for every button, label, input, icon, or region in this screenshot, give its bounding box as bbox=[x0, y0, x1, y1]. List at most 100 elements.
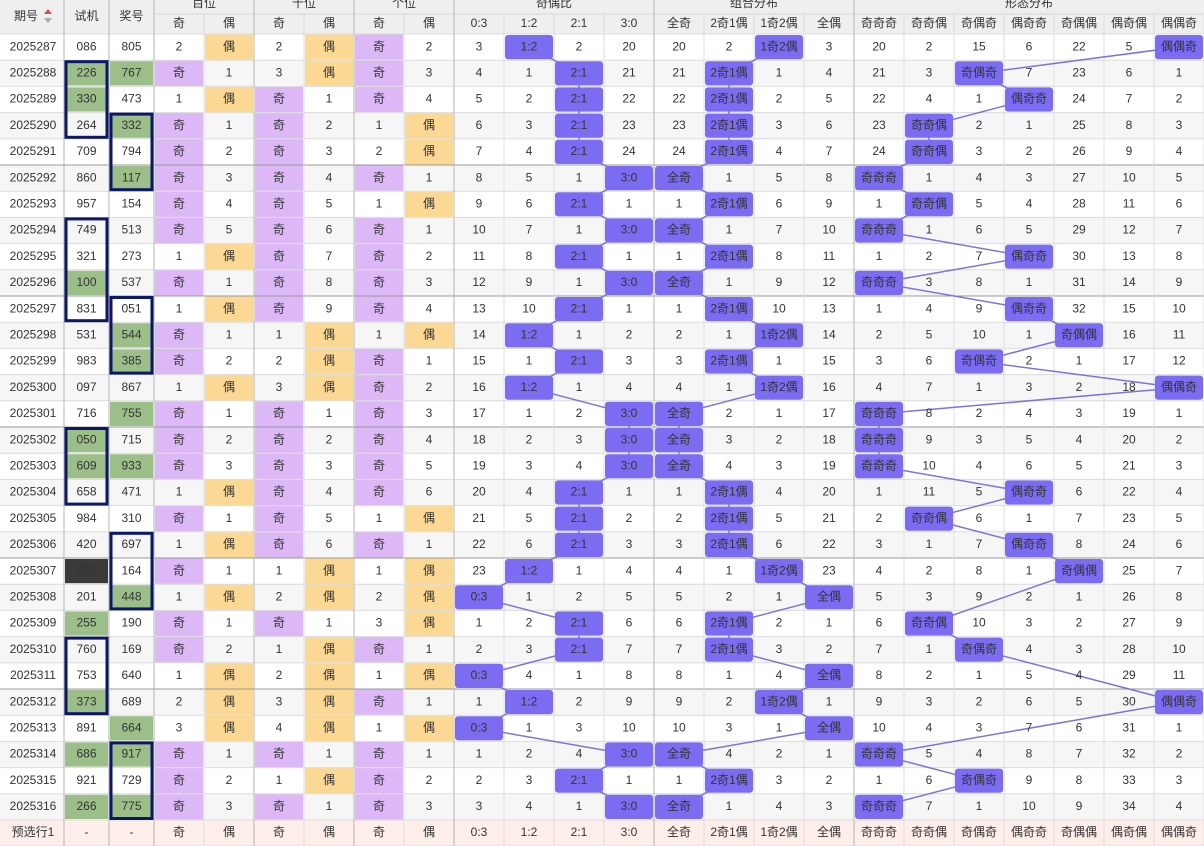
miss-count: 4 bbox=[1076, 432, 1083, 446]
miss-count: 9 bbox=[476, 196, 483, 210]
miss-count: 2 bbox=[326, 118, 333, 132]
miss-count: 27 bbox=[1072, 170, 1086, 184]
hit-label: 奇 bbox=[273, 249, 285, 263]
miss-count: 1 bbox=[176, 301, 183, 315]
sub-header: 全偶 bbox=[817, 15, 841, 30]
miss-count: 18 bbox=[822, 432, 836, 446]
miss-count: 1 bbox=[526, 589, 533, 603]
hit-cell bbox=[655, 401, 703, 426]
miss-count: 1 bbox=[1026, 118, 1033, 132]
hit-cell bbox=[855, 794, 903, 819]
miss-count: 2 bbox=[976, 694, 983, 708]
miss-count: 2 bbox=[876, 511, 883, 525]
hit-cell bbox=[155, 322, 203, 348]
hit-cell bbox=[1005, 244, 1053, 269]
footer-option: 偶偶奇 bbox=[1161, 825, 1197, 839]
hit-cell bbox=[805, 663, 853, 688]
miss-count: 4 bbox=[826, 65, 833, 79]
hit-label: 奇奇奇 bbox=[861, 275, 897, 289]
prize-number: 117 bbox=[122, 170, 141, 184]
hit-cell bbox=[755, 35, 803, 60]
hit-cell bbox=[555, 637, 603, 662]
hit-label: 奇 bbox=[373, 275, 385, 289]
prize-number: 697 bbox=[121, 537, 141, 551]
hit-label: 2:1 bbox=[571, 537, 588, 551]
hit-cell bbox=[355, 741, 403, 768]
sub-header: 偶 bbox=[423, 16, 435, 30]
miss-count: 8 bbox=[626, 668, 633, 682]
hit-cell bbox=[405, 139, 453, 165]
miss-count: 4 bbox=[976, 747, 983, 761]
hit-cell bbox=[255, 479, 303, 506]
miss-count: 3 bbox=[876, 537, 883, 551]
miss-count: 1 bbox=[626, 301, 633, 315]
miss-count: 10 bbox=[872, 720, 886, 734]
miss-count: 3 bbox=[726, 720, 733, 734]
hit-cell bbox=[205, 663, 253, 689]
miss-count: 5 bbox=[1026, 223, 1033, 237]
miss-count: 17 bbox=[822, 406, 836, 420]
issue: 2025299 bbox=[10, 354, 57, 368]
miss-count: 8 bbox=[1076, 537, 1083, 551]
issue: 2025297 bbox=[10, 301, 57, 315]
miss-count: 6 bbox=[626, 616, 633, 630]
miss-count: 24 bbox=[1122, 537, 1136, 551]
miss-count: 1 bbox=[426, 642, 433, 656]
hit-label: 全奇 bbox=[667, 431, 691, 446]
hit-label: 偶 bbox=[423, 563, 435, 577]
hit-label: 2:1 bbox=[571, 144, 588, 158]
miss-count: 3 bbox=[626, 354, 633, 368]
miss-count: 3 bbox=[476, 799, 483, 813]
miss-count: 20 bbox=[822, 485, 836, 499]
miss-count: 5 bbox=[426, 458, 433, 472]
miss-count: 23 bbox=[622, 118, 636, 132]
hit-cell bbox=[605, 428, 653, 453]
hit-cell bbox=[755, 323, 803, 348]
miss-count: 2 bbox=[776, 747, 783, 761]
miss-count: 3 bbox=[776, 458, 783, 472]
sort-up[interactable] bbox=[44, 9, 52, 14]
miss-count: 1 bbox=[926, 170, 933, 184]
hit-cell bbox=[255, 427, 303, 453]
miss-count: 3 bbox=[326, 144, 333, 158]
miss-count: 2 bbox=[426, 380, 433, 394]
miss-count: 4 bbox=[776, 144, 783, 158]
hit-label: 2:1 bbox=[571, 642, 588, 656]
sort-down[interactable] bbox=[44, 18, 52, 23]
hit-cell bbox=[455, 663, 503, 688]
group-header: 个位 bbox=[392, 0, 416, 10]
hit-label: 2奇1偶 bbox=[710, 537, 747, 551]
miss-count: 4 bbox=[576, 458, 583, 472]
miss-count: 6 bbox=[776, 196, 783, 210]
hit-cell bbox=[155, 610, 203, 637]
miss-count: 1 bbox=[626, 196, 633, 210]
miss-count: 1 bbox=[176, 485, 183, 499]
hit-label: 3:0 bbox=[621, 458, 638, 472]
hit-label: 奇奇奇 bbox=[861, 170, 897, 184]
miss-count: 8 bbox=[1026, 747, 1033, 761]
hit-cell bbox=[505, 559, 553, 584]
miss-count: 26 bbox=[1122, 589, 1136, 603]
hit-label: 2奇1偶 bbox=[710, 249, 747, 263]
issue: 2025292 bbox=[10, 170, 57, 184]
hit-cell bbox=[155, 768, 203, 794]
miss-count: 2 bbox=[426, 249, 433, 263]
hit-label: 奇 bbox=[373, 747, 385, 761]
miss-count: 7 bbox=[1076, 747, 1083, 761]
miss-count: 3 bbox=[876, 354, 883, 368]
miss-count: 2 bbox=[976, 406, 983, 420]
hit-cell bbox=[755, 559, 803, 584]
miss-count: 2 bbox=[176, 39, 183, 53]
miss-count: 31 bbox=[1072, 275, 1086, 289]
miss-count: 4 bbox=[526, 799, 533, 813]
miss-count: 3 bbox=[526, 773, 533, 787]
miss-count: 31 bbox=[1122, 720, 1136, 734]
miss-count: 1 bbox=[876, 773, 883, 787]
miss-count: 1 bbox=[676, 301, 683, 315]
hit-cell bbox=[155, 427, 203, 453]
hit-cell bbox=[355, 165, 403, 191]
miss-count: 1 bbox=[326, 92, 333, 106]
hit-label: 1:2 bbox=[521, 39, 538, 53]
issue: 2025311 bbox=[10, 668, 56, 682]
test-number: 226 bbox=[76, 65, 96, 79]
